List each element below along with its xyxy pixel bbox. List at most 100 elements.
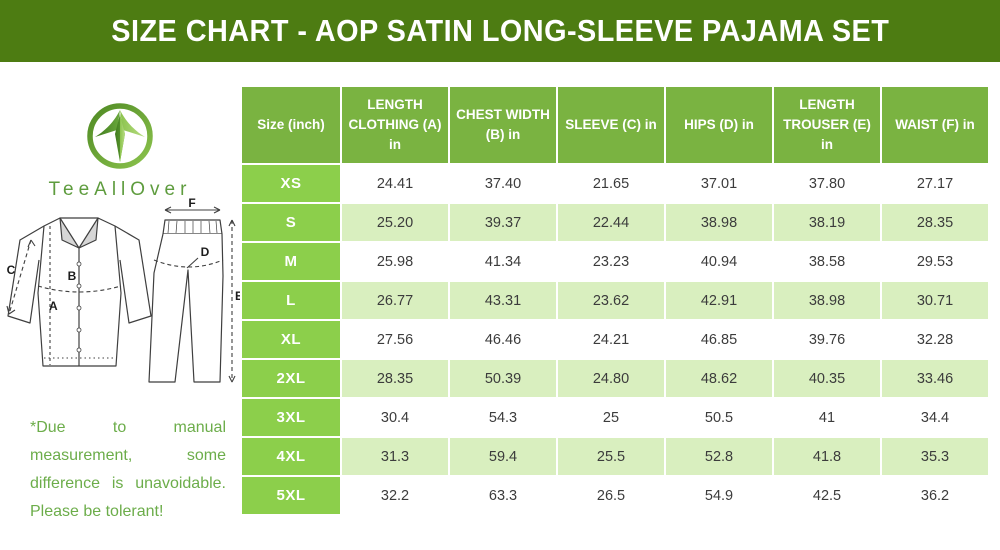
value-cell: 59.4 bbox=[450, 438, 556, 475]
trouser-measure-lines bbox=[153, 206, 236, 383]
label-hips: D bbox=[201, 245, 210, 259]
pajama-shirt-drawing bbox=[7, 217, 152, 367]
size-chart-header: Size (inch) LENGTH CLOTHING (A) in CHEST W… bbox=[242, 87, 988, 163]
value-cell: 29.53 bbox=[882, 243, 988, 280]
value-cell: 32.2 bbox=[342, 477, 448, 514]
value-cell: 28.35 bbox=[342, 360, 448, 397]
label-sleeve: C bbox=[7, 263, 16, 277]
value-cell: 24.80 bbox=[558, 360, 664, 397]
value-cell: 37.80 bbox=[774, 165, 880, 202]
label-length-trouser: E bbox=[235, 289, 240, 303]
value-cell: 38.19 bbox=[774, 204, 880, 241]
column-header: SLEEVE (C) in bbox=[558, 87, 664, 163]
value-cell: 39.76 bbox=[774, 321, 880, 358]
shirt-measure-lines bbox=[6, 226, 122, 365]
column-header: HIPS (D) in bbox=[666, 87, 772, 163]
value-cell: 26.5 bbox=[558, 477, 664, 514]
value-cell: 24.41 bbox=[342, 165, 448, 202]
value-cell: 50.5 bbox=[666, 399, 772, 436]
table-row: 4XL 31.3 59.4 25.5 52.8 41.8 35.3 bbox=[242, 438, 988, 475]
value-cell: 23.62 bbox=[558, 282, 664, 319]
value-cell: 21.65 bbox=[558, 165, 664, 202]
size-cell: 3XL bbox=[242, 399, 340, 436]
column-header: WAIST (F) in bbox=[882, 87, 988, 163]
size-chart-body: XS 24.41 37.40 21.65 37.01 37.80 27.17 S 25.20 39… bbox=[242, 165, 988, 514]
value-cell: 27.17 bbox=[882, 165, 988, 202]
value-cell: 25.5 bbox=[558, 438, 664, 475]
value-cell: 40.94 bbox=[666, 243, 772, 280]
value-cell: 25.98 bbox=[342, 243, 448, 280]
size-cell: XS bbox=[242, 165, 340, 202]
value-cell: 43.31 bbox=[450, 282, 556, 319]
value-cell: 37.40 bbox=[450, 165, 556, 202]
label-chest-width: B bbox=[68, 269, 77, 283]
value-cell: 63.3 bbox=[450, 477, 556, 514]
pajama-trousers-drawing bbox=[148, 219, 224, 383]
label-length-clothing: A bbox=[49, 299, 58, 313]
value-cell: 42.5 bbox=[774, 477, 880, 514]
value-cell: 26.77 bbox=[342, 282, 448, 319]
value-cell: 30.71 bbox=[882, 282, 988, 319]
value-cell: 24.21 bbox=[558, 321, 664, 358]
column-header: LENGTH TROUSER (E) in bbox=[774, 87, 880, 163]
value-cell: 50.39 bbox=[450, 360, 556, 397]
measurement-note: *Due to manual measurement, some differe… bbox=[30, 419, 226, 520]
label-waist: F bbox=[188, 198, 195, 210]
value-cell: 48.62 bbox=[666, 360, 772, 397]
value-cell: 32.28 bbox=[882, 321, 988, 358]
value-cell: 28.35 bbox=[882, 204, 988, 241]
value-cell: 52.8 bbox=[666, 438, 772, 475]
size-cell: M bbox=[242, 243, 340, 280]
value-cell: 38.98 bbox=[666, 204, 772, 241]
table-row: 5XL 32.2 63.3 26.5 54.9 42.5 36.2 bbox=[242, 477, 988, 514]
value-cell: 30.4 bbox=[342, 399, 448, 436]
column-header: CHEST WIDTH (B) in bbox=[450, 87, 556, 163]
column-header: Size (inch) bbox=[242, 87, 340, 163]
size-chart-table: Size (inch) LENGTH CLOTHING (A) in CHEST W… bbox=[240, 85, 990, 516]
value-cell: 23.23 bbox=[558, 243, 664, 280]
value-cell: 46.85 bbox=[666, 321, 772, 358]
value-cell: 46.46 bbox=[450, 321, 556, 358]
measurement-diagram: A B C D E F bbox=[6, 198, 240, 383]
value-cell: 54.3 bbox=[450, 399, 556, 436]
value-cell: 41 bbox=[774, 399, 880, 436]
table-row: XS 24.41 37.40 21.65 37.01 37.80 27.17 bbox=[242, 165, 988, 202]
value-cell: 33.46 bbox=[882, 360, 988, 397]
table-row: S 25.20 39.37 22.44 38.98 38.19 28.35 bbox=[242, 204, 988, 241]
value-cell: 40.35 bbox=[774, 360, 880, 397]
value-cell: 25.20 bbox=[342, 204, 448, 241]
size-cell: L bbox=[242, 282, 340, 319]
page-title: SIZE CHART - AOP SATIN LONG-SLEEVE PAJAM… bbox=[110, 13, 890, 48]
value-cell: 37.01 bbox=[666, 165, 772, 202]
value-cell: 42.91 bbox=[666, 282, 772, 319]
tree-logo-icon bbox=[87, 103, 153, 169]
table-row: L 26.77 43.31 23.62 42.91 38.98 30.71 bbox=[242, 282, 988, 319]
value-cell: 39.37 bbox=[450, 204, 556, 241]
value-cell: 34.4 bbox=[882, 399, 988, 436]
value-cell: 38.98 bbox=[774, 282, 880, 319]
value-cell: 31.3 bbox=[342, 438, 448, 475]
size-cell: 5XL bbox=[242, 477, 340, 514]
size-cell: XL bbox=[242, 321, 340, 358]
value-cell: 41.34 bbox=[450, 243, 556, 280]
size-cell: 4XL bbox=[242, 438, 340, 475]
brand-name: TeeAllOver bbox=[48, 179, 192, 200]
table-row: XL 27.56 46.46 24.21 46.85 39.76 32.28 bbox=[242, 321, 988, 358]
size-cell: S bbox=[242, 204, 340, 241]
value-cell: 22.44 bbox=[558, 204, 664, 241]
table-row: M 25.98 41.34 23.23 40.94 38.58 29.53 bbox=[242, 243, 988, 280]
value-cell: 27.56 bbox=[342, 321, 448, 358]
value-cell: 41.8 bbox=[774, 438, 880, 475]
value-cell: 54.9 bbox=[666, 477, 772, 514]
size-cell: 2XL bbox=[242, 360, 340, 397]
value-cell: 35.3 bbox=[882, 438, 988, 475]
brand-logo: TeeAllOver bbox=[35, 100, 205, 201]
value-cell: 38.58 bbox=[774, 243, 880, 280]
title-bar: SIZE CHART - AOP SATIN LONG-SLEEVE PAJAM… bbox=[0, 0, 1000, 62]
value-cell: 25 bbox=[558, 399, 664, 436]
value-cell: 36.2 bbox=[882, 477, 988, 514]
shirt-buttons bbox=[76, 261, 82, 353]
table-row: 2XL 28.35 50.39 24.80 48.62 40.35 33.46 bbox=[242, 360, 988, 397]
table-row: 3XL 30.4 54.3 25 50.5 41 34.4 bbox=[242, 399, 988, 436]
column-header: LENGTH CLOTHING (A) in bbox=[342, 87, 448, 163]
